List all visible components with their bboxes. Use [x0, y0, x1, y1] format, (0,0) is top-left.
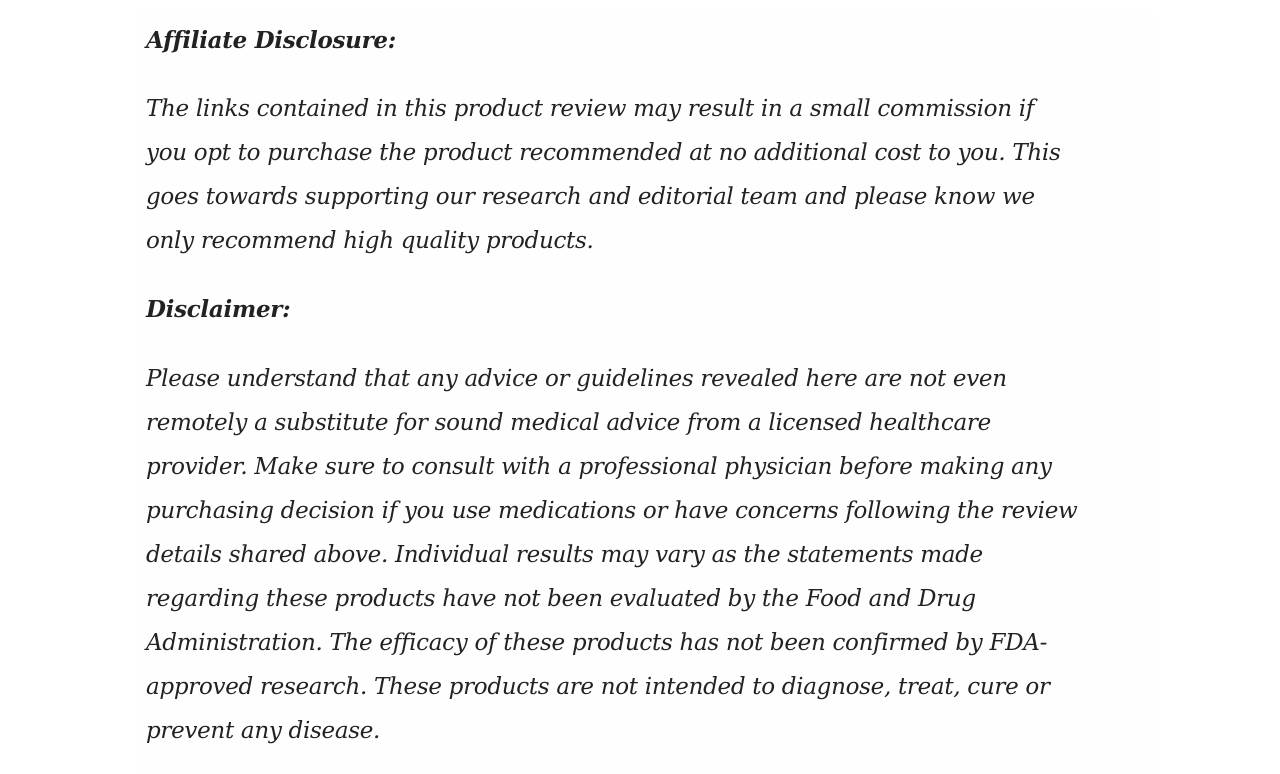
paragraph-line: The links contained in this product revi… [146, 96, 1034, 122]
paragraph-line: Administration. The efficacy of these pr… [146, 630, 1048, 656]
affiliate-disclosure-heading: Affiliate Disclosure: [146, 27, 396, 54]
disclosure-card [135, 14, 1155, 774]
paragraph-line: approved research. These products are no… [146, 674, 1050, 700]
paragraph-line: purchasing decision if you use medicatio… [146, 498, 1078, 524]
paragraph-line: only recommend high quality products. [146, 228, 594, 254]
paragraph-line: regarding these products have not been e… [146, 586, 976, 612]
paragraph-line: you opt to purchase the product recommen… [146, 140, 1061, 166]
paragraph-line: provider. Make sure to consult with a pr… [146, 454, 1052, 480]
paragraph-line: goes towards supporting our research and… [146, 184, 1035, 210]
paragraph-line: remotely a substitute for sound medical … [146, 410, 991, 436]
paragraph-line: Please understand that any advice or gui… [146, 366, 1007, 392]
paragraph-line: details shared above. Individual results… [146, 542, 983, 568]
disclaimer-heading: Disclaimer: [146, 296, 291, 323]
paragraph-line: prevent any disease. [146, 718, 381, 744]
